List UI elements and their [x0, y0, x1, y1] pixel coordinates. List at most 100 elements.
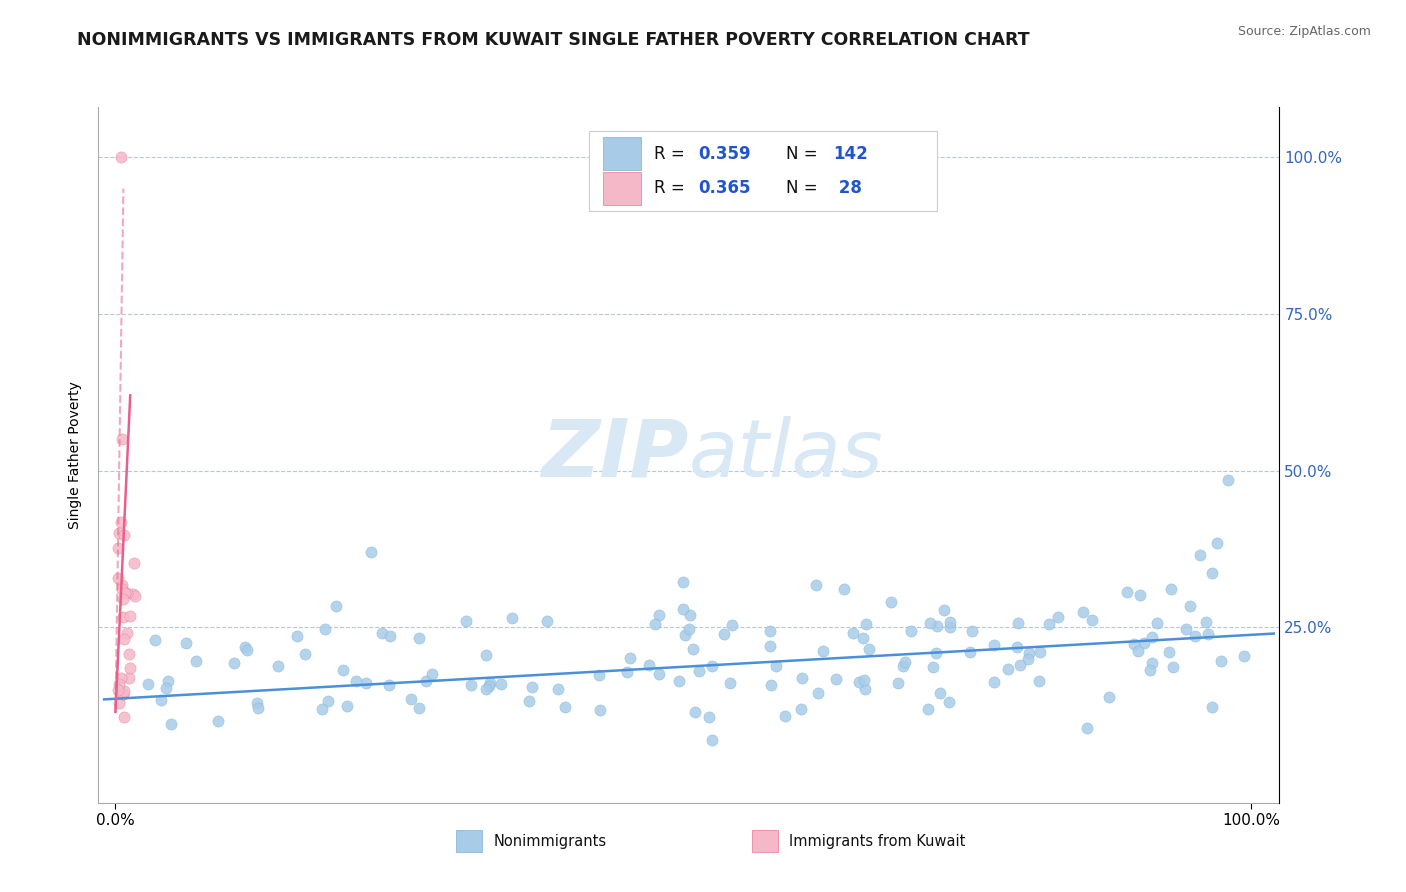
- Point: [886, 676, 908, 690]
- Point: [1010, 658, 1032, 673]
- Point: [588, 667, 610, 681]
- Point: [855, 617, 877, 632]
- Point: [1046, 610, 1069, 624]
- Point: [246, 696, 269, 710]
- Text: atlas: atlas: [689, 416, 884, 494]
- Point: [336, 699, 359, 714]
- Point: [811, 644, 834, 658]
- Point: [718, 676, 741, 690]
- Point: [925, 618, 948, 632]
- Point: [311, 701, 333, 715]
- Point: [790, 702, 813, 716]
- Point: [115, 626, 138, 640]
- Point: [1076, 721, 1098, 735]
- Point: [122, 587, 145, 601]
- Point: [344, 674, 367, 689]
- Y-axis label: Single Father Poverty: Single Father Poverty: [69, 381, 83, 529]
- Point: [1018, 646, 1040, 660]
- Point: [1184, 629, 1206, 643]
- Point: [1007, 615, 1029, 630]
- Point: [110, 150, 132, 164]
- Point: [938, 695, 960, 709]
- Point: [1160, 582, 1182, 597]
- Point: [589, 703, 612, 717]
- Point: [647, 607, 669, 622]
- Point: [702, 658, 724, 673]
- Point: [1129, 588, 1152, 602]
- Point: [806, 578, 828, 592]
- Point: [997, 662, 1019, 676]
- Bar: [603, 137, 641, 170]
- Point: [478, 679, 501, 693]
- Point: [1201, 566, 1223, 580]
- Point: [110, 672, 132, 686]
- Point: [150, 692, 173, 706]
- Point: [207, 714, 229, 728]
- Point: [790, 671, 813, 685]
- Point: [108, 677, 131, 691]
- Point: [415, 674, 437, 689]
- Point: [644, 617, 666, 632]
- Text: Source: ZipAtlas.com: Source: ZipAtlas.com: [1237, 25, 1371, 38]
- Point: [112, 632, 135, 646]
- Point: [853, 681, 876, 696]
- Point: [758, 639, 780, 653]
- Point: [318, 694, 340, 708]
- Point: [325, 599, 347, 614]
- Point: [893, 658, 915, 673]
- Point: [108, 525, 131, 540]
- Point: [675, 628, 697, 642]
- Point: [107, 683, 129, 698]
- Point: [108, 696, 131, 710]
- Point: [842, 626, 865, 640]
- Point: [1115, 585, 1137, 599]
- Point: [380, 629, 402, 643]
- Point: [853, 673, 876, 687]
- Point: [314, 622, 336, 636]
- Point: [983, 674, 1005, 689]
- Point: [960, 624, 983, 638]
- Point: [1161, 660, 1184, 674]
- Point: [112, 709, 135, 723]
- Bar: [603, 172, 641, 205]
- FancyBboxPatch shape: [589, 131, 936, 211]
- Point: [1211, 654, 1233, 668]
- Point: [939, 615, 962, 629]
- Point: [115, 585, 138, 599]
- Point: [111, 582, 134, 596]
- Point: [136, 677, 159, 691]
- Point: [294, 647, 316, 661]
- Point: [900, 624, 922, 639]
- Point: [1123, 637, 1146, 651]
- Point: [918, 616, 941, 631]
- Point: [408, 631, 430, 645]
- Point: [765, 659, 787, 673]
- Point: [848, 675, 870, 690]
- Point: [371, 626, 394, 640]
- Point: [378, 678, 401, 692]
- Point: [959, 645, 981, 659]
- Point: [122, 556, 145, 570]
- Point: [224, 656, 246, 670]
- Point: [285, 629, 308, 643]
- Point: [1206, 535, 1229, 549]
- Point: [616, 665, 638, 679]
- Point: [519, 694, 541, 708]
- Point: [118, 647, 141, 661]
- Point: [520, 680, 543, 694]
- Point: [858, 642, 880, 657]
- Point: [184, 654, 207, 668]
- Text: 0.359: 0.359: [699, 145, 751, 162]
- Text: Immigrants from Kuwait: Immigrants from Kuwait: [789, 833, 966, 848]
- Point: [267, 659, 290, 673]
- Point: [939, 620, 962, 634]
- Point: [112, 528, 135, 542]
- Point: [155, 681, 177, 695]
- Point: [648, 667, 671, 681]
- Point: [454, 615, 477, 629]
- Point: [112, 610, 135, 624]
- Point: [702, 733, 724, 747]
- Point: [120, 661, 142, 675]
- Point: [880, 594, 903, 608]
- Point: [1133, 635, 1156, 649]
